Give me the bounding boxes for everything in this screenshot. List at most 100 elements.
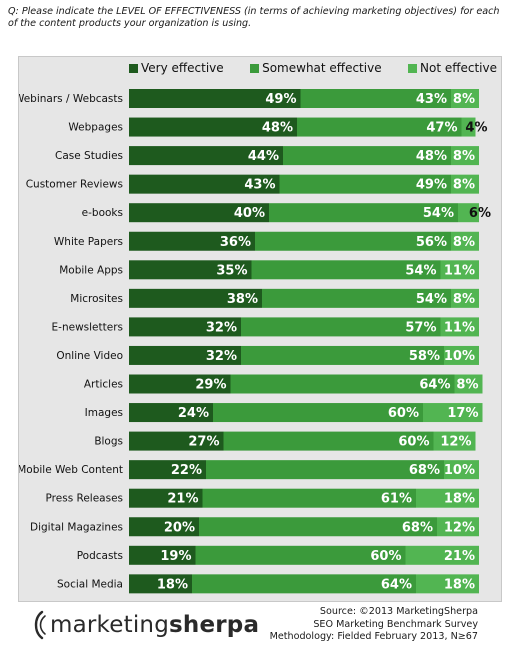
bar-not-effective-white-papers: [451, 231, 479, 251]
value-label-very-effective-webinars-webcasts: 49%: [265, 92, 296, 107]
value-label-not-effective-case-studies: 8%: [453, 149, 475, 164]
value-label-not-effective-white-papers: 8%: [453, 235, 475, 250]
category-label-online-video: Online Video: [56, 350, 123, 362]
value-label-not-effective-webpages: 4%: [465, 121, 487, 136]
bar-very-effective-mobile-apps: [129, 260, 252, 280]
bar-not-effective-digital-magazines: [437, 517, 479, 537]
legend-item-somewhat-effective: Somewhat effective: [250, 61, 382, 75]
value-label-not-effective-mobile-apps: 11%: [444, 263, 475, 278]
value-label-not-effective-digital-magazines: 12%: [444, 520, 475, 535]
bar-somewhat-effective-microsites: [262, 288, 451, 308]
value-label-not-effective-webinars-webcasts: 8%: [453, 92, 475, 107]
category-label-blogs: Blogs: [94, 436, 123, 448]
value-label-very-effective-images: 24%: [178, 406, 209, 421]
value-label-not-effective-mobile-web-content: 10%: [444, 463, 475, 478]
logo-text-regular: marketing: [50, 612, 169, 638]
category-label-mobile-apps: Mobile Apps: [59, 264, 123, 276]
bar-somewhat-effective-social-media: [192, 574, 416, 594]
bar-not-effective-social-media: [416, 574, 479, 594]
category-label-webinars-webcasts: Webinars / Webcasts: [19, 93, 123, 105]
value-label-very-effective-microsites: 38%: [227, 292, 258, 307]
category-label-podcasts: Podcasts: [77, 550, 123, 562]
value-label-very-effective-online-video: 32%: [206, 349, 237, 364]
value-label-very-effective-blogs: 27%: [188, 435, 219, 450]
bar-somewhat-effective-images: [213, 403, 423, 423]
category-label-microsites: Microsites: [70, 293, 123, 305]
bar-somewhat-effective-mobile-web-content: [206, 460, 444, 480]
marketingsherpa-logo: marketingsherpa: [30, 605, 259, 645]
bar-somewhat-effective-customer-reviews: [279, 174, 451, 194]
value-label-not-effective-images: 17%: [447, 406, 478, 421]
stacked-bar-chart: Webinars / Webcasts 49% 43% 8% Webpages 48% 47…: [19, 89, 491, 594]
value-label-very-effective-mobile-apps: 35%: [216, 263, 247, 278]
chart-panel: Very effective Somewhat effective Not ef…: [18, 56, 502, 602]
value-label-somewhat-effective-articles: 64%: [419, 378, 450, 393]
bar-somewhat-effective-online-video: [241, 345, 444, 365]
value-label-not-effective-microsites: 8%: [453, 292, 475, 307]
bar-not-effective-mobile-web-content: [444, 460, 479, 480]
chart-legend: Very effective Somewhat effective Not ef…: [129, 61, 497, 75]
legend-label-very-effective: Very effective: [141, 61, 224, 75]
methodology-line: Methodology: Fielded February 2013, N≥67: [269, 631, 478, 642]
bar-very-effective-webpages: [129, 117, 297, 137]
value-label-very-effective-e-newsletters: 32%: [206, 320, 237, 335]
value-label-somewhat-effective-blogs: 60%: [398, 435, 429, 450]
survey-line: SEO Marketing Benchmark Survey: [313, 618, 478, 630]
value-label-not-effective-online-video: 10%: [444, 349, 475, 364]
bar-very-effective-e-books: [129, 203, 269, 223]
category-label-e-newsletters: E-newsletters: [52, 321, 123, 333]
bar-very-effective-e-newsletters: [129, 317, 241, 337]
bar-somewhat-effective-digital-magazines: [199, 517, 437, 537]
bar-very-effective-social-media: [129, 574, 192, 594]
legend-swatch-somewhat-effective: [250, 63, 260, 73]
value-label-very-effective-digital-magazines: 20%: [164, 520, 195, 535]
value-label-very-effective-articles: 29%: [195, 378, 226, 393]
bar-not-effective-case-studies: [451, 146, 479, 166]
value-label-very-effective-webpages: 48%: [262, 121, 293, 136]
value-label-very-effective-case-studies: 44%: [248, 149, 279, 164]
value-label-not-effective-articles: 8%: [456, 378, 478, 393]
bar-very-effective-customer-reviews: [129, 174, 280, 194]
value-label-very-effective-press-releases: 21%: [167, 492, 198, 507]
bar-not-effective-customer-reviews: [451, 174, 479, 194]
bar-somewhat-effective-press-releases: [202, 488, 416, 508]
value-label-not-effective-e-newsletters: 11%: [444, 320, 475, 335]
bar-very-effective-podcasts: [129, 545, 196, 565]
value-label-not-effective-podcasts: 21%: [444, 549, 475, 564]
legend-swatch-very-effective: [129, 63, 138, 73]
value-label-not-effective-blogs: 12%: [440, 435, 471, 450]
bar-not-effective-images: [423, 403, 483, 423]
bar-not-effective-microsites: [451, 288, 479, 308]
category-label-digital-magazines: Digital Magazines: [30, 521, 123, 533]
bar-not-effective-press-releases: [416, 488, 479, 508]
value-label-somewhat-effective-press-releases: 61%: [381, 492, 412, 507]
value-label-somewhat-effective-white-papers: 56%: [416, 235, 447, 250]
bar-somewhat-effective-articles: [230, 374, 455, 394]
category-label-articles: Articles: [84, 379, 123, 391]
bar-very-effective-online-video: [129, 345, 241, 365]
category-label-white-papers: White Papers: [54, 236, 123, 248]
legend-label-somewhat-effective: Somewhat effective: [262, 61, 382, 75]
category-label-case-studies: Case Studies: [55, 150, 123, 162]
bar-somewhat-effective-webpages: [297, 117, 462, 137]
value-label-somewhat-effective-online-video: 58%: [409, 349, 440, 364]
bar-very-effective-press-releases: [129, 488, 203, 508]
bar-somewhat-effective-podcasts: [195, 545, 406, 565]
value-label-not-effective-customer-reviews: 8%: [453, 178, 475, 193]
bar-very-effective-articles: [129, 374, 231, 394]
survey-question: Q: Please indicate the LEVEL OF EFFECTIV…: [8, 6, 500, 29]
value-label-somewhat-effective-podcasts: 60%: [370, 549, 401, 564]
category-label-social-media: Social Media: [57, 578, 123, 590]
bar-not-effective-blogs: [433, 431, 476, 451]
bar-not-effective-webpages: [461, 117, 476, 137]
bar-somewhat-effective-white-papers: [255, 231, 451, 251]
legend-label-not-effective: Not effective: [420, 61, 497, 75]
bar-somewhat-effective-mobile-apps: [251, 260, 441, 280]
bar-somewhat-effective-e-books: [269, 203, 458, 223]
bar-very-effective-blogs: [129, 431, 224, 451]
bar-somewhat-effective-case-studies: [283, 146, 451, 166]
category-label-images: Images: [85, 407, 123, 419]
bar-not-effective-e-books: [458, 203, 479, 223]
value-label-not-effective-press-releases: 18%: [444, 492, 475, 507]
bar-not-effective-articles: [454, 374, 483, 394]
